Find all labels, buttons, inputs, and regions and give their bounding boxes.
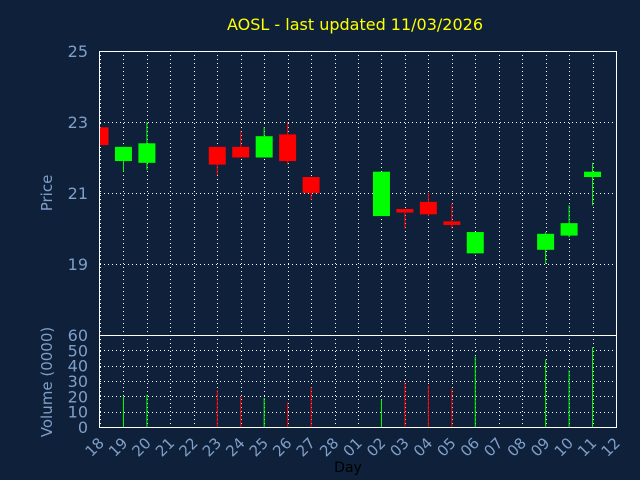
candlesticks <box>99 122 602 264</box>
volume-tick-label: 60 <box>68 326 88 345</box>
x-axis-label: Day <box>334 460 362 476</box>
candle-body <box>208 146 226 165</box>
volume-tick-label: 10 <box>68 403 88 422</box>
volume-axis-label: Volume (0000) <box>38 327 56 437</box>
price-tick-label: 23 <box>68 113 88 132</box>
candle-body <box>443 221 461 225</box>
volume-tick-label: 50 <box>68 341 88 360</box>
candle-body <box>584 171 602 178</box>
volume-tick-label: 40 <box>68 357 88 376</box>
price-y-tick-labels: 19 21 23 25 <box>68 42 88 274</box>
price-grid <box>100 51 617 335</box>
volume-bars <box>122 347 594 427</box>
chart-title: AOSL - last updated 11/03/2026 <box>227 15 483 34</box>
candle-body <box>232 146 250 158</box>
candle-body <box>100 127 109 146</box>
candle-body <box>466 232 484 254</box>
price-tick-label: 25 <box>68 42 88 61</box>
x-tick-labels: 1819202122232425262728010203040506070809… <box>82 434 624 460</box>
price-tick-label: 19 <box>68 255 88 274</box>
price-axis-label: Price <box>38 175 56 212</box>
candle-body <box>537 233 555 250</box>
candle-body <box>419 201 437 215</box>
candle-body <box>372 171 390 217</box>
volume-tick-label: 30 <box>68 372 88 391</box>
candle-body <box>114 146 132 162</box>
candle-body <box>279 134 297 162</box>
candle-body <box>396 208 414 213</box>
candle-body <box>560 223 578 236</box>
volume-panel-frame <box>99 335 617 428</box>
price-tick-label: 21 <box>68 184 88 203</box>
candle-body <box>302 177 320 193</box>
volume-tick-label: 20 <box>68 387 88 406</box>
volume-tick-label: 0 <box>78 418 88 437</box>
candle-body <box>255 136 273 158</box>
candle-body <box>138 143 156 163</box>
